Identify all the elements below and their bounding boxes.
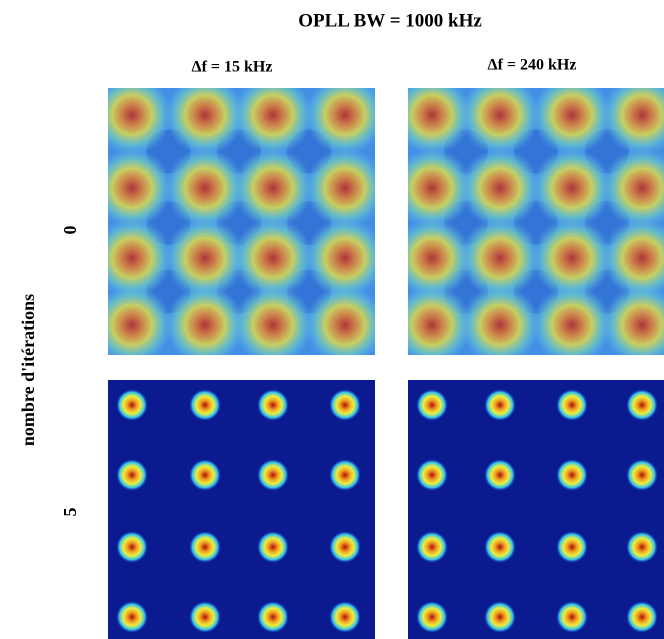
symbol-cloud: [416, 459, 448, 491]
panel-background: [408, 380, 664, 639]
symbol-cloud: [189, 459, 221, 491]
symbol-cloud: [484, 389, 516, 421]
column-header: Δf = 240 kHz: [488, 57, 577, 74]
symbol-cloud: [329, 531, 361, 563]
symbol-cloud: [416, 601, 448, 633]
panels: [108, 88, 664, 639]
symbol-cloud: [556, 389, 588, 421]
symbol-cloud: [116, 601, 148, 633]
constellation-panel: [408, 380, 664, 639]
panel-background: [108, 380, 375, 639]
symbol-cloud: [189, 531, 221, 563]
symbol-cloud: [257, 601, 289, 633]
noise: [408, 88, 664, 355]
row-label: 0: [60, 226, 80, 235]
constellation-panel: [108, 88, 375, 355]
symbol-cloud: [189, 389, 221, 421]
title: OPLL BW = 1000 kHz: [298, 10, 482, 31]
symbol-cloud: [116, 459, 148, 491]
symbol-cloud: [257, 389, 289, 421]
symbol-cloud: [626, 389, 658, 421]
row-label: 5: [60, 508, 80, 517]
symbol-cloud: [257, 531, 289, 563]
symbol-cloud: [484, 531, 516, 563]
noise: [108, 88, 375, 355]
symbol-cloud: [556, 531, 588, 563]
symbol-cloud: [329, 459, 361, 491]
symbol-cloud: [626, 601, 658, 633]
column-header: Δf = 15 kHz: [192, 59, 273, 76]
constellation-panel: [408, 88, 664, 355]
symbol-cloud: [484, 459, 516, 491]
symbol-cloud: [329, 601, 361, 633]
constellation-panel: [108, 380, 375, 639]
symbol-cloud: [116, 389, 148, 421]
symbol-cloud: [189, 601, 221, 633]
symbol-cloud: [484, 601, 516, 633]
y-label: nombre d'itérations: [18, 294, 38, 446]
symbol-cloud: [416, 531, 448, 563]
symbol-cloud: [329, 389, 361, 421]
symbol-cloud: [416, 389, 448, 421]
symbol-cloud: [556, 459, 588, 491]
symbol-cloud: [626, 531, 658, 563]
symbol-cloud: [556, 601, 588, 633]
symbol-cloud: [257, 459, 289, 491]
symbol-cloud: [116, 531, 148, 563]
symbol-cloud: [626, 459, 658, 491]
